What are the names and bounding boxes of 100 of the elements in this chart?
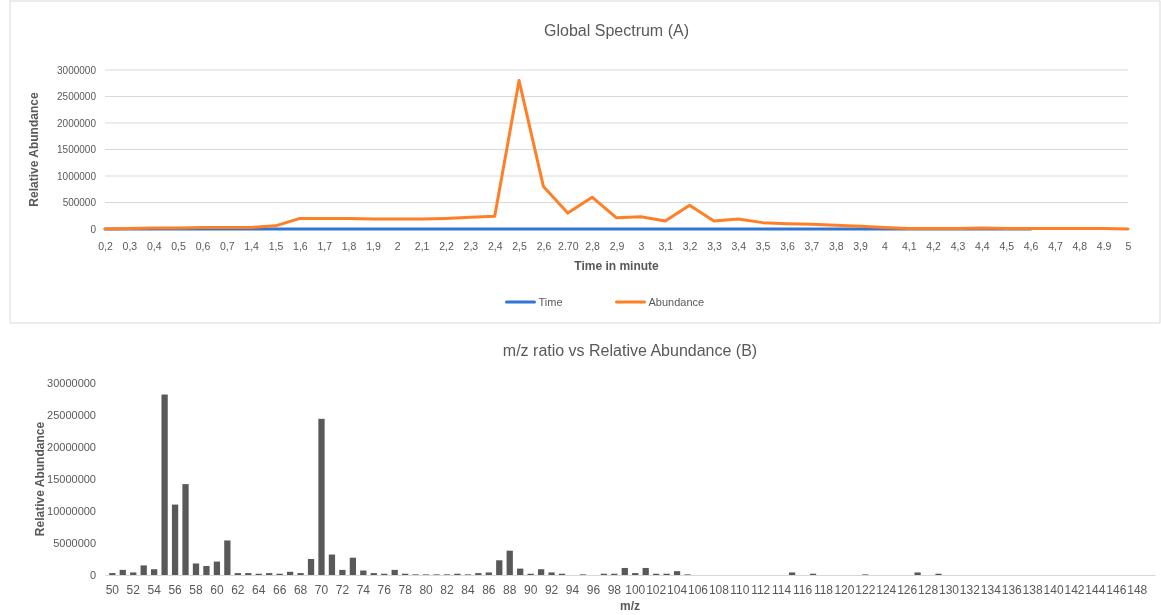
x-tick-label: 4,6 bbox=[1023, 240, 1039, 253]
y-tick-label: 10000000 bbox=[47, 505, 96, 518]
bar bbox=[517, 568, 524, 575]
x-tick-label: 0,5 bbox=[171, 240, 187, 253]
x-tick-label: 0,3 bbox=[122, 240, 138, 253]
x-tick-label: 2,4 bbox=[487, 240, 503, 253]
y-tick-label: 3000000 bbox=[57, 64, 97, 76]
x-tick-label: 128 bbox=[918, 582, 939, 597]
y-tick-label: 2500000 bbox=[57, 91, 97, 103]
x-tick-label: 94 bbox=[565, 582, 580, 597]
x-tick-label: 4,3 bbox=[950, 240, 966, 253]
x-tick-label: 130 bbox=[938, 582, 960, 597]
x-tick-label: 108 bbox=[708, 582, 730, 597]
x-tick-label: 3,8 bbox=[828, 240, 844, 253]
line-series bbox=[103, 79, 1130, 231]
x-tick-label: 64 bbox=[252, 582, 266, 597]
x-tick-label: 72 bbox=[335, 582, 350, 597]
bar bbox=[506, 550, 513, 575]
y-tick-label: 0 bbox=[90, 223, 97, 235]
x-tick-label: 2,2 bbox=[439, 240, 454, 253]
x-tick-label: 3,4 bbox=[731, 240, 747, 253]
x-tick-label: 4 bbox=[882, 240, 889, 253]
x-tick-label: 112 bbox=[751, 582, 771, 597]
y-tick-label: 1000000 bbox=[57, 170, 97, 182]
x-tick-label: 1,5 bbox=[268, 240, 284, 253]
x-tick-label: 88 bbox=[503, 582, 517, 597]
x-tick-label: 142 bbox=[1064, 582, 1085, 597]
x-tick-label: 5 bbox=[1125, 240, 1132, 253]
x-tick-label: 106 bbox=[687, 582, 709, 597]
x-tick-label: 3,1 bbox=[658, 240, 674, 253]
x-tick-label: 54 bbox=[147, 582, 162, 597]
bar bbox=[213, 561, 221, 575]
x-tick-label: 120 bbox=[834, 582, 855, 597]
x-tick-label: 80 bbox=[419, 582, 434, 597]
x-tick-label: 4,8 bbox=[1072, 240, 1088, 253]
y-axis-title: Relative Abundance bbox=[33, 421, 47, 537]
x-tick-label: 82 bbox=[440, 582, 454, 597]
chart-title: Global Spectrum (A) bbox=[544, 22, 689, 39]
x-tick-label: 3,3 bbox=[707, 240, 722, 253]
x-tick-label: 132 bbox=[959, 582, 981, 597]
bar bbox=[318, 418, 325, 575]
x-tick-label: 62 bbox=[231, 582, 245, 597]
y-tick-label: 20000000 bbox=[47, 441, 96, 454]
x-tick-label: 144 bbox=[1085, 582, 1106, 597]
y-tick-label: 5000000 bbox=[53, 537, 96, 550]
y-tick-label: 30000000 bbox=[47, 377, 96, 390]
x-tick-label: 4.9 bbox=[1096, 240, 1112, 253]
x-tick-label: 1,8 bbox=[341, 240, 357, 253]
x-tick-label: 2,5 bbox=[512, 240, 528, 253]
bar bbox=[224, 540, 231, 575]
x-tick-label: 50 bbox=[105, 582, 120, 597]
x-tick-label: 98 bbox=[607, 582, 622, 597]
x-tick-label: 52 bbox=[126, 582, 141, 597]
x-tick-label: 2.70 bbox=[558, 240, 579, 253]
x-tick-label: 90 bbox=[523, 582, 538, 597]
y-tick-label: 25000000 bbox=[47, 409, 96, 422]
x-tick-label: 2,1 bbox=[414, 240, 430, 253]
x-tick-label: 78 bbox=[398, 582, 413, 597]
x-tick-label: 3,2 bbox=[682, 240, 698, 253]
x-tick-label: 60 bbox=[210, 582, 224, 597]
x-tick-label: 4,5 bbox=[999, 240, 1015, 253]
x-tick-label: 100 bbox=[625, 582, 646, 597]
bar bbox=[182, 484, 189, 575]
y-tick-label: 2000000 bbox=[57, 117, 97, 129]
x-tick-label: 124 bbox=[876, 582, 897, 597]
bar bbox=[537, 569, 545, 575]
x-tick-label: 84 bbox=[461, 582, 475, 597]
bar bbox=[140, 565, 147, 575]
y-tick-label: 500000 bbox=[62, 197, 97, 209]
x-tick-label: 136 bbox=[1001, 582, 1023, 597]
y-axis-title: Relative Abundance bbox=[27, 92, 41, 207]
x-tick-label: 2 bbox=[394, 240, 401, 253]
x-tick-label: 3,7 bbox=[804, 240, 820, 253]
x-tick-label: 68 bbox=[293, 582, 308, 597]
x-tick-label: 92 bbox=[544, 582, 559, 597]
x-tick-label: 126 bbox=[897, 582, 918, 597]
x-tick-label: 138 bbox=[1022, 582, 1043, 597]
x-tick-label: 0,4 bbox=[146, 240, 162, 253]
x-tick-label: 76 bbox=[377, 582, 392, 597]
x-tick-label: 4,7 bbox=[1048, 240, 1063, 253]
x-tick-label: 102 bbox=[646, 582, 667, 597]
x-tick-label: 114 bbox=[772, 582, 792, 597]
x-tick-label: 104 bbox=[667, 582, 688, 597]
x-tick-label: 2,6 bbox=[536, 240, 552, 253]
x-tick-label: 1,6 bbox=[293, 240, 308, 253]
x-tick-label: 2,8 bbox=[585, 240, 601, 253]
x-tick-label: 3,9 bbox=[853, 240, 869, 253]
bar bbox=[328, 554, 336, 575]
x-tick-label: 3,6 bbox=[780, 240, 795, 253]
bar bbox=[496, 560, 503, 575]
legend-label: Abundance bbox=[648, 296, 705, 308]
x-tick-label: 4,2 bbox=[926, 240, 942, 253]
x-tick-label: 58 bbox=[189, 582, 203, 597]
x-tick-label: 2,9 bbox=[609, 240, 625, 253]
x-tick-label: 110 bbox=[730, 582, 750, 597]
bar bbox=[642, 567, 649, 575]
x-tick-label: 0,2 bbox=[98, 240, 113, 253]
x-tick-label: 0,7 bbox=[219, 240, 235, 253]
x-tick-label: 4,1 bbox=[901, 240, 917, 253]
x-tick-label: 1,4 bbox=[244, 240, 260, 253]
